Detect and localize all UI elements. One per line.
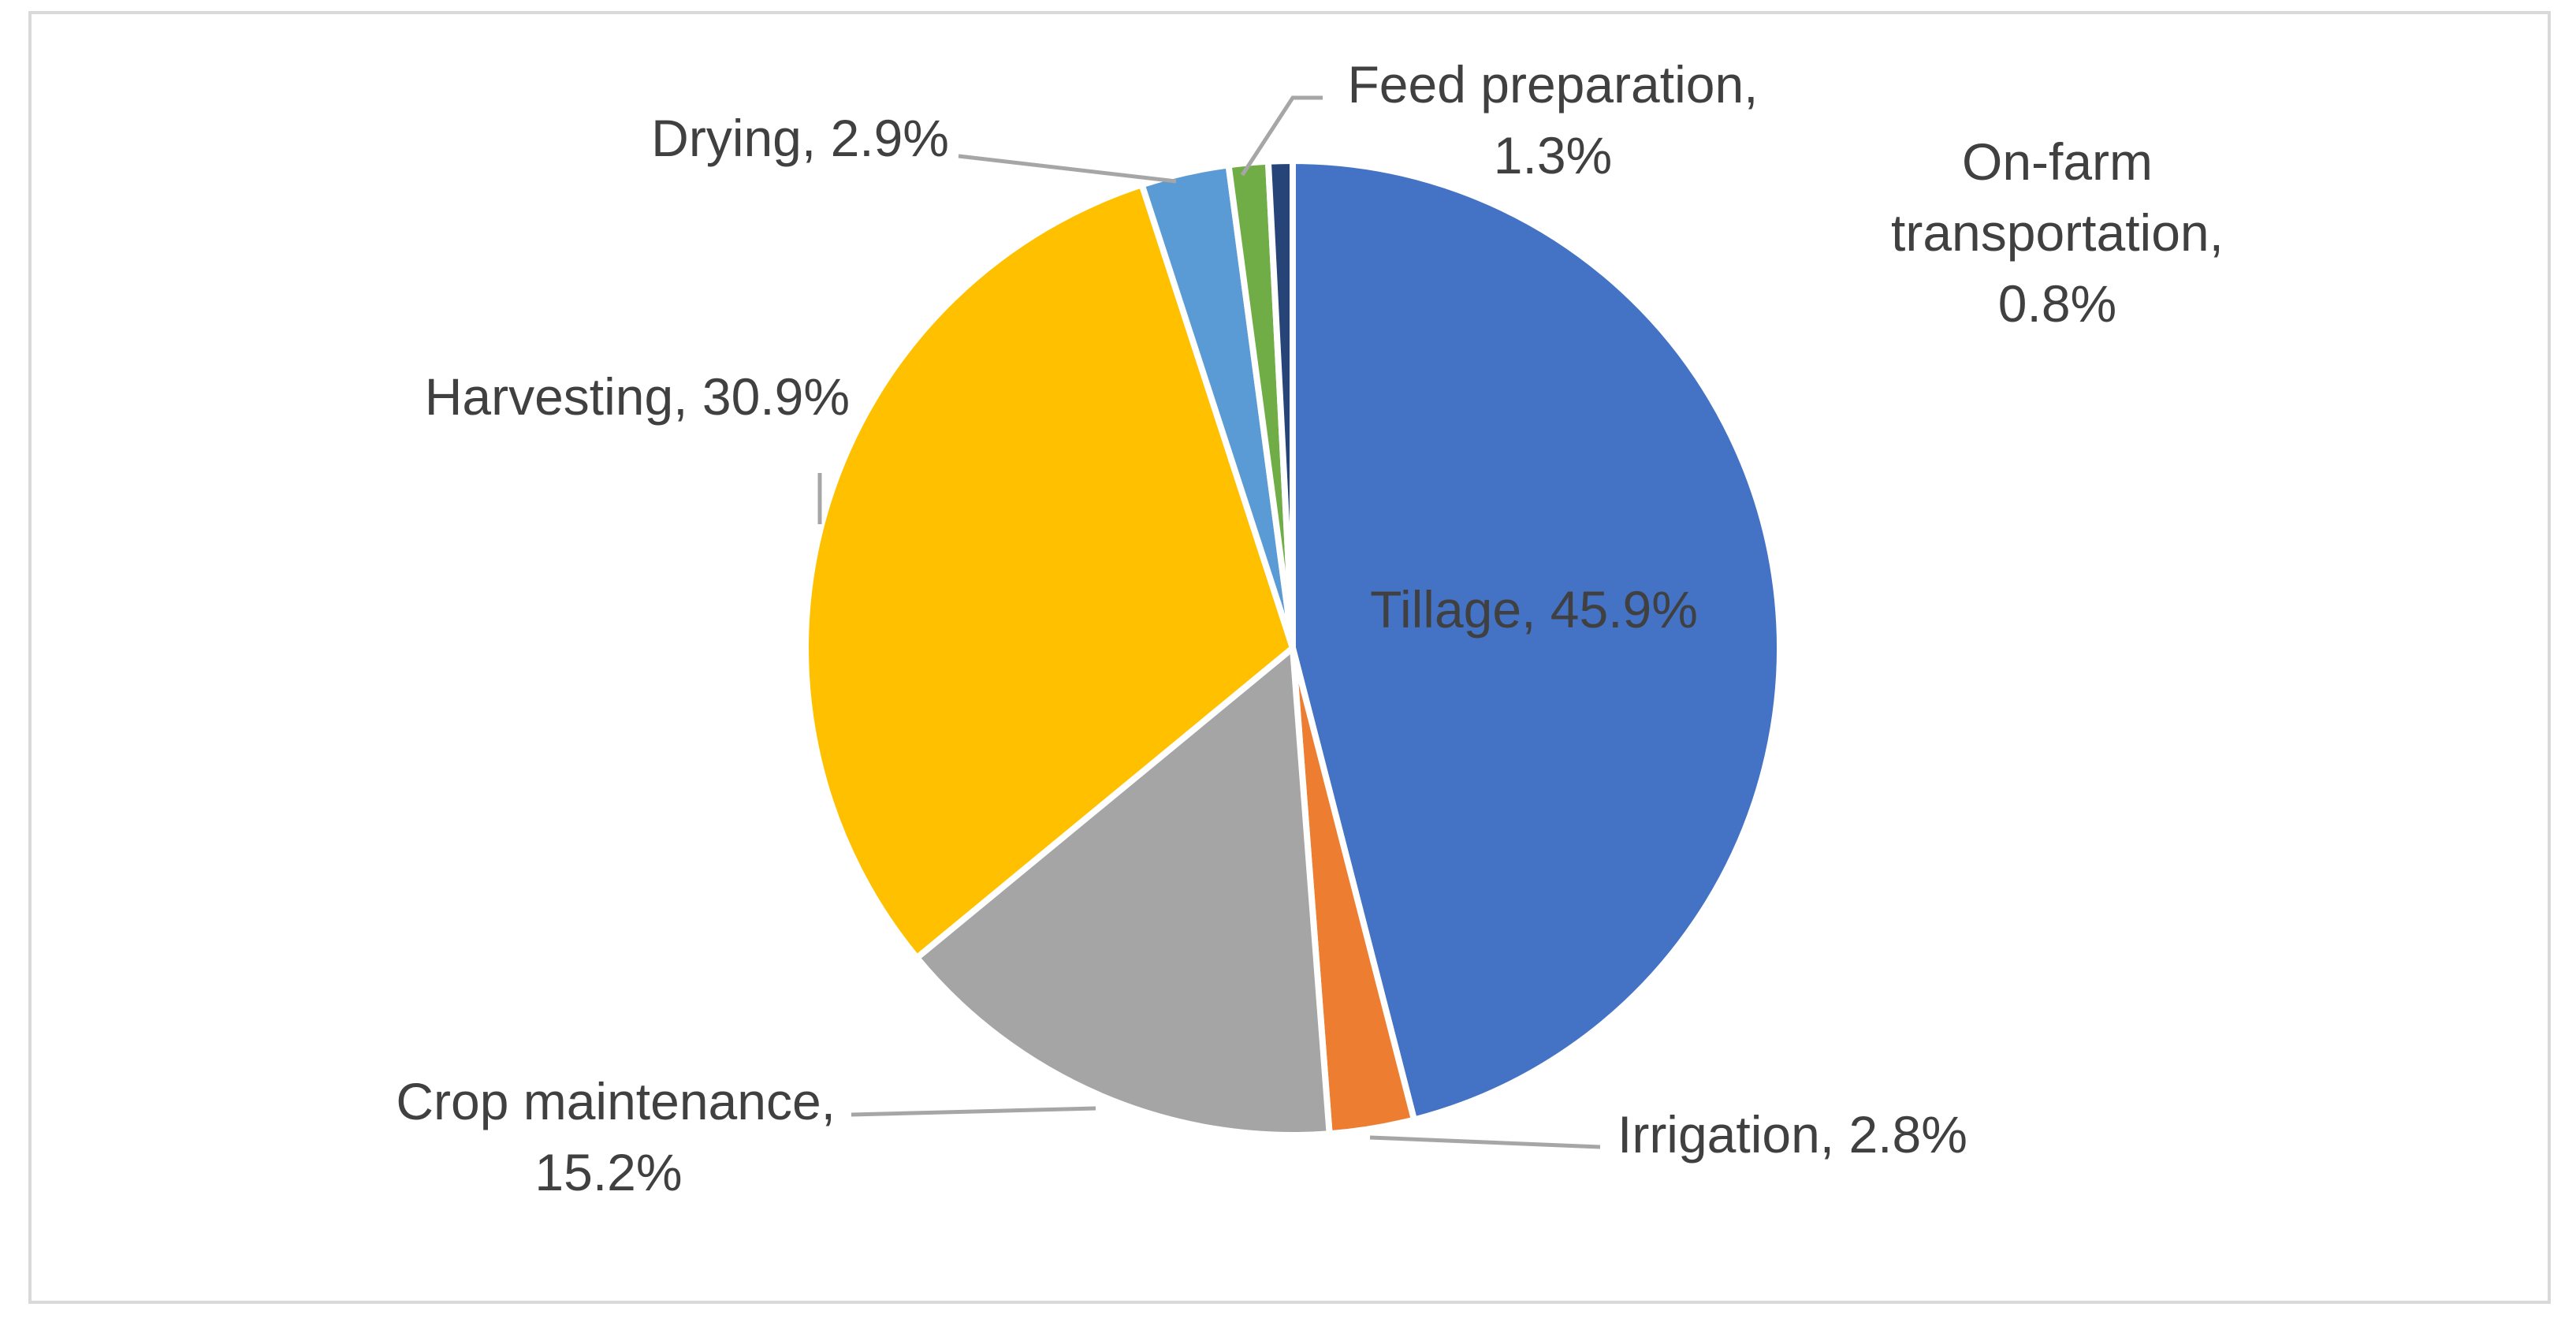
label-harvesting: Harvesting, 30.9% — [425, 367, 850, 426]
label-transportation-line3: 0.8% — [1998, 274, 2116, 333]
label-feed-preparation-line1: Feed preparation, — [1347, 55, 1758, 114]
label-crop-maintenance-line2: 15.2% — [534, 1143, 682, 1201]
label-transportation-line1: On-farm — [1962, 132, 2153, 191]
pie-slice-on-farm-transportation — [1264, 158, 1296, 651]
pie-slice-harvesting — [802, 181, 1296, 962]
label-crop-maintenance-line1: Crop maintenance, — [396, 1072, 836, 1130]
pie-slice-crop-maintenance — [914, 645, 1333, 1138]
data-labels: Tillage, 45.9% Irrigation, 2.8% Crop mai… — [396, 55, 2224, 1201]
leader-line-feed-preparation — [1240, 95, 1323, 177]
label-feed-preparation-line2: 1.3% — [1494, 126, 1612, 184]
pie-slice-tillage — [1290, 158, 1783, 1123]
leader-line-drying — [958, 154, 1177, 184]
leader-lines — [817, 95, 1601, 1149]
label-drying: Drying, 2.9% — [651, 109, 949, 167]
label-tillage: Tillage, 45.9% — [1370, 580, 1698, 639]
label-transportation-line2: transportation, — [1891, 203, 2224, 262]
label-irrigation: Irrigation, 2.8% — [1617, 1105, 1967, 1164]
pie-slices — [802, 158, 1783, 1138]
leader-line-crop-maintenance — [851, 1106, 1096, 1117]
leader-line-irrigation — [1369, 1135, 1601, 1149]
